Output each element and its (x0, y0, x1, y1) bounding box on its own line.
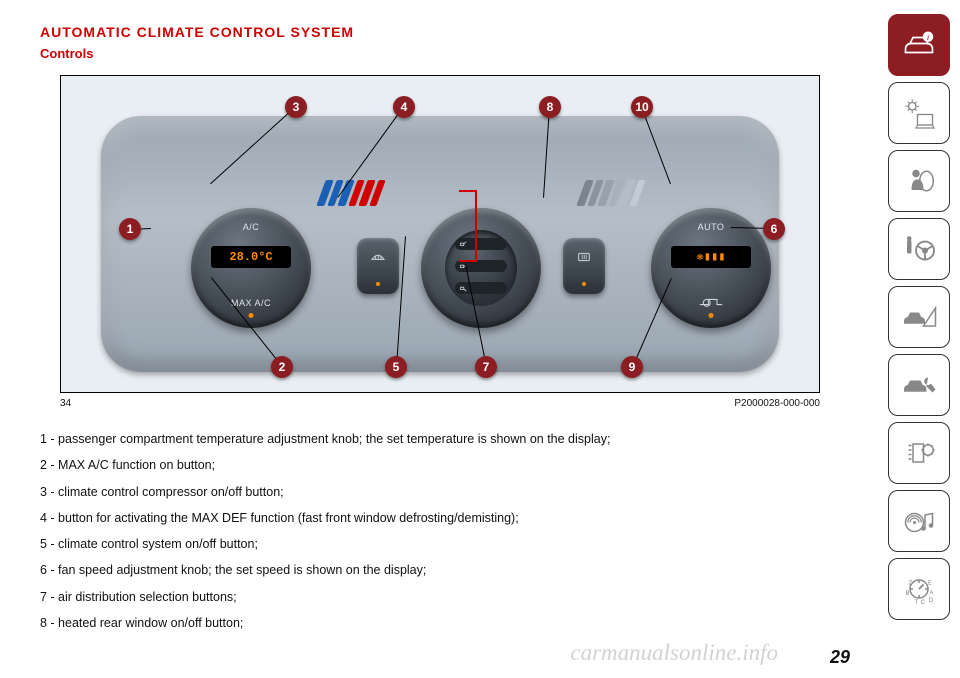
air-distribution-pad (445, 230, 517, 306)
control-descriptions: 1 - passenger compartment temperature ad… (40, 431, 858, 631)
tab-lights[interactable] (888, 82, 950, 144)
temperature-display: 28.0°C (211, 246, 291, 268)
svg-text:A: A (930, 590, 934, 596)
defrost-rear-icon (563, 250, 605, 269)
max-ac-label: MAX A/C (191, 298, 311, 308)
indicator-dot (376, 282, 380, 286)
control-description-item: 4 - button for activating the MAX DEF fu… (40, 510, 858, 526)
section-tabs: i Z EADCTB (888, 0, 960, 678)
vent-lower-button (455, 282, 507, 294)
svg-text:Z: Z (909, 581, 913, 587)
ac-label: A/C (191, 222, 311, 232)
figure-number: 34 (60, 398, 71, 409)
callout-5: 5 (385, 356, 407, 378)
callout-8: 8 (539, 96, 561, 118)
tab-index[interactable]: Z EADCTB (888, 558, 950, 620)
fan-speed-display: ❋▮▮▮ (671, 246, 751, 268)
control-description-item: 1 - passenger compartment temperature ad… (40, 431, 858, 447)
watermark: carmanualsonline.info (570, 640, 778, 666)
callout-10: 10 (631, 96, 653, 118)
callout-3: 3 (285, 96, 307, 118)
defrost-front-icon (357, 250, 399, 269)
temp-scale-right (576, 180, 645, 206)
tab-safety[interactable] (888, 150, 950, 212)
page-number: 29 (830, 647, 850, 668)
control-description-item: 7 - air distribution selection buttons; (40, 589, 858, 605)
svg-text:E: E (928, 581, 932, 587)
svg-text:C: C (921, 600, 926, 606)
figure-container: A/C 28.0°C MAX A/C (60, 75, 820, 409)
selection-bracket-7 (459, 190, 477, 262)
recirculation-icon (651, 296, 771, 310)
svg-text:D: D (929, 598, 934, 604)
fan-speed-knob: AUTO ❋▮▮▮ (651, 208, 771, 328)
control-description-item: 5 - climate control system on/off button… (40, 536, 858, 552)
temp-scale-left (316, 180, 385, 206)
power-air-knob (421, 208, 541, 328)
callout-7: 7 (475, 356, 497, 378)
control-description-item: 6 - fan speed adjustment knob; the set s… (40, 562, 858, 578)
indicator-dot (582, 282, 586, 286)
callout-6: 6 (763, 218, 785, 240)
tab-starting[interactable] (888, 218, 950, 280)
figure-caption: 34 P2000028-000-000 (60, 398, 820, 409)
control-description-item: 8 - heated rear window on/off button; (40, 615, 858, 631)
svg-text:T: T (915, 600, 919, 606)
page-content: AUTOMATIC CLIMATE CONTROL SYSTEM Control… (0, 0, 888, 678)
tab-emergency[interactable] (888, 286, 950, 348)
tab-maintenance[interactable] (888, 354, 950, 416)
section-subtitle: Controls (40, 46, 858, 61)
control-panel-body: A/C 28.0°C MAX A/C (101, 116, 779, 372)
tab-vehicle-info[interactable]: i (888, 14, 950, 76)
temperature-knob: A/C 28.0°C MAX A/C (191, 208, 311, 328)
control-description-item: 3 - climate control compressor on/off bu… (40, 484, 858, 500)
indicator-dot (249, 313, 254, 318)
figure-code: P2000028-000-000 (734, 398, 820, 409)
svg-text:B: B (906, 591, 910, 597)
section-title: AUTOMATIC CLIMATE CONTROL SYSTEM (40, 24, 858, 40)
callout-2: 2 (271, 356, 293, 378)
tab-technical[interactable] (888, 422, 950, 484)
climate-control-figure: A/C 28.0°C MAX A/C (60, 75, 820, 393)
callout-1: 1 (119, 218, 141, 240)
callout-9: 9 (621, 356, 643, 378)
callout-4: 4 (393, 96, 415, 118)
tab-multimedia[interactable] (888, 490, 950, 552)
max-def-button (357, 238, 399, 294)
control-description-item: 2 - MAX A/C function on button; (40, 457, 858, 473)
rear-defrost-button (563, 238, 605, 294)
indicator-dot (709, 313, 714, 318)
